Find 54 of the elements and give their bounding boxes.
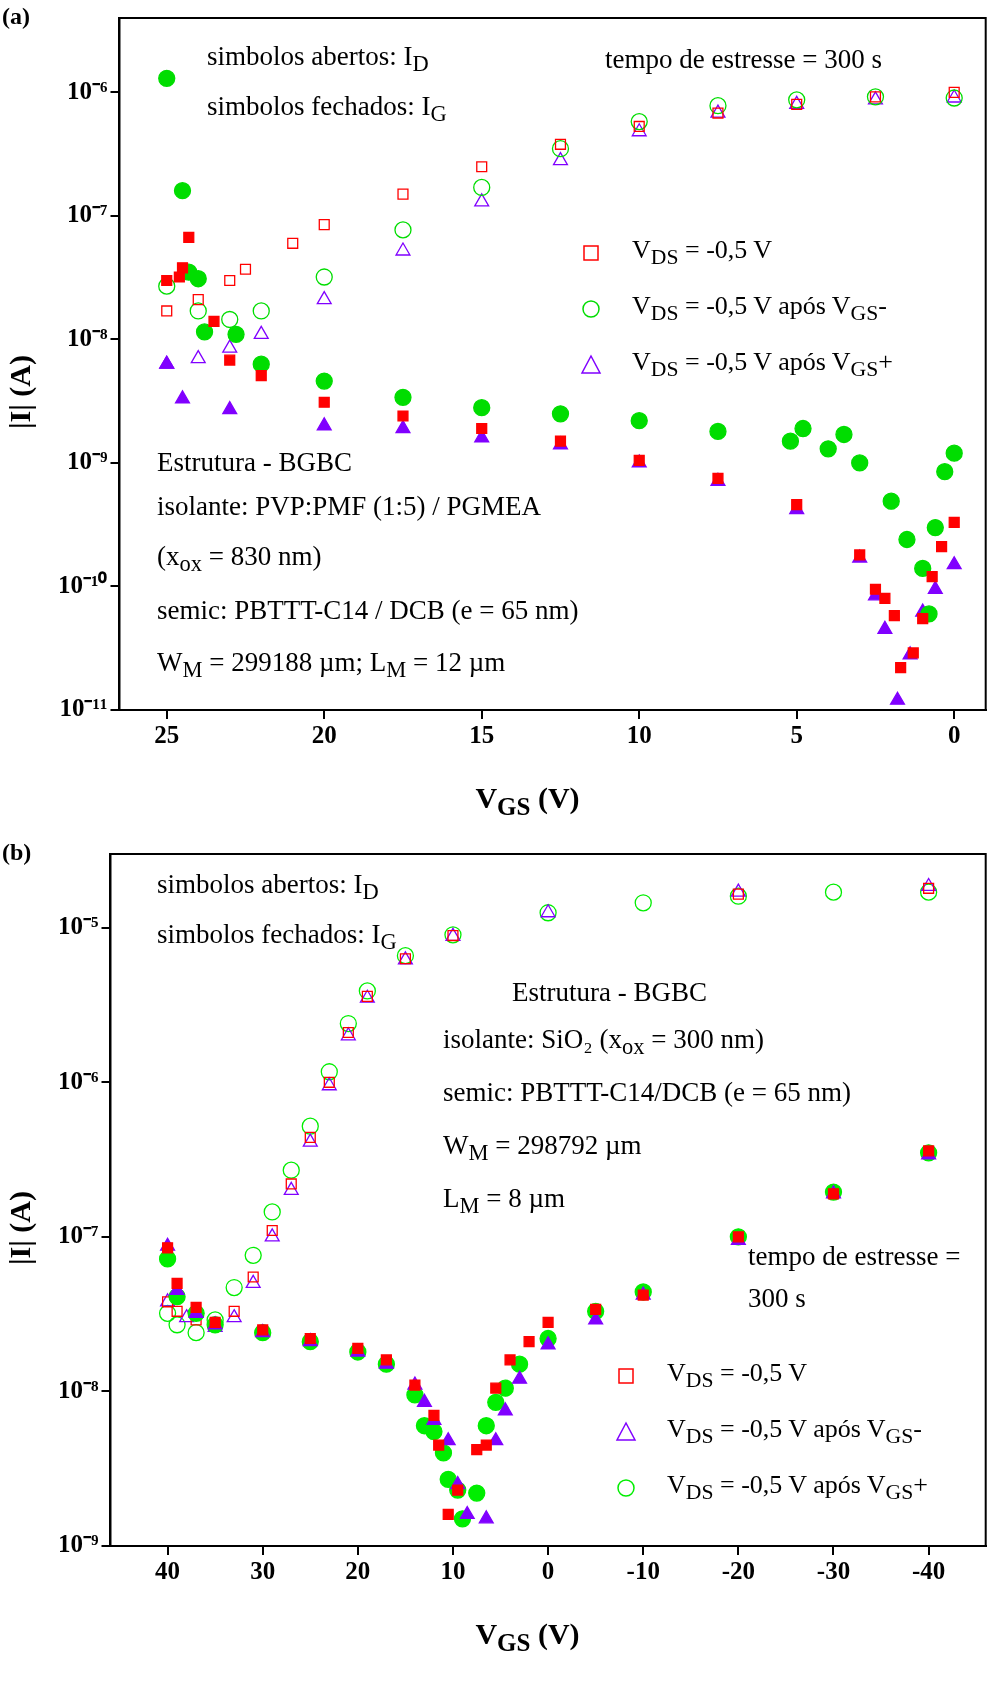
y-axis-title: |I| (A): [2, 1191, 37, 1266]
x-axis-title: V$_{GS}$ (V): [474, 780, 581, 822]
annotation: Estrutura - BGBC: [157, 446, 352, 479]
annotation: W$_{M}$ = 299188 µm; L$_{M}$ = 12 µm: [157, 646, 506, 684]
x-axis-title: V$_{GS}$ (V): [474, 1616, 581, 1658]
annotation: simbolos abertos: I$_{D}$: [207, 40, 429, 78]
legend-label: V$_{DS}$ = -0,5 V: [667, 1358, 808, 1394]
x-tick-label: 10: [440, 1557, 466, 1585]
x-tick-label: -30: [816, 1557, 851, 1585]
annotation: semic: PBTTT-C14/DCB (e = 65 nm): [443, 1076, 851, 1109]
annotation: Estrutura - BGBC: [512, 976, 707, 1009]
y-tick-label: 10⁻⁷: [67, 200, 108, 228]
chart-title: (a): [2, 2, 30, 31]
x-tick-label: 30: [250, 1557, 276, 1585]
y-tick-label: 10⁻⁶: [58, 1066, 99, 1094]
annotation: (x$_{ox}$ = 830 nm): [157, 540, 322, 578]
legend-label: V$_{DS}$ = -0,5 V após V$_{GS}$-: [632, 291, 887, 327]
y-tick-label: 10⁻⁸: [67, 323, 108, 351]
x-tick-label: -40: [911, 1557, 946, 1585]
annotation: semic: PBTTT-C14 / DCB (e = 65 nm): [157, 594, 579, 627]
x-tick-label: 20: [311, 721, 337, 749]
x-tick-label: 0: [947, 721, 961, 749]
y-axis-title: |I| (A): [2, 355, 37, 430]
y-tick-label: 10⁻⁸: [58, 1375, 99, 1403]
y-tick-label: 10⁻⁶: [67, 76, 108, 104]
annotation: tempo de estresse = 300 s: [605, 43, 882, 76]
x-tick-label: -20: [721, 1557, 756, 1585]
y-tick-label: 10⁻⁵: [58, 912, 99, 940]
annotation: simbolos abertos: I$_{D}$: [157, 868, 379, 906]
y-tick-label: 10⁻¹¹: [59, 694, 108, 722]
annotation: isolante: PVP:PMF (1:5) / PGMEA: [157, 490, 542, 523]
annotation: simbolos fechados: I$_{G}$: [157, 918, 397, 956]
annotation: isolante: SiO₂ (x$_{ox}$ = 300 nm): [443, 1023, 764, 1061]
legend-label: V$_{DS}$ = -0,5 V: [632, 235, 773, 271]
annotation: simbolos fechados: I$_{G}$: [207, 90, 447, 128]
legend-label: V$_{DS}$ = -0,5 V após V$_{GS}$+: [632, 347, 893, 383]
annotation: W$_{M}$ = 298792 µm: [443, 1129, 642, 1167]
x-tick-label: 40: [155, 1557, 181, 1585]
legend-label: V$_{DS}$ = -0,5 V após V$_{GS}$-: [667, 1414, 922, 1450]
legend-label: V$_{DS}$ = -0,5 V após V$_{GS}$+: [667, 1470, 928, 1506]
x-tick-label: 0: [541, 1557, 555, 1585]
x-tick-label: 25: [154, 721, 180, 749]
y-tick-label: 10⁻⁷: [58, 1221, 99, 1249]
annotation: L$_{M}$ = 8 µm: [443, 1182, 566, 1220]
y-tick-label: 10⁻⁹: [58, 1530, 99, 1558]
y-tick-label: 10⁻¹⁰: [58, 570, 108, 598]
y-tick-label: 10⁻⁹: [67, 447, 108, 475]
x-tick-label: 5: [790, 721, 803, 749]
x-tick-label: 15: [469, 721, 495, 749]
x-tick-label: -10: [626, 1557, 660, 1585]
chart-title: (b): [2, 838, 32, 867]
x-tick-label: 10: [626, 721, 652, 749]
x-tick-label: 20: [345, 1557, 371, 1585]
annotation: tempo de estresse = 300 s: [748, 1240, 962, 1315]
